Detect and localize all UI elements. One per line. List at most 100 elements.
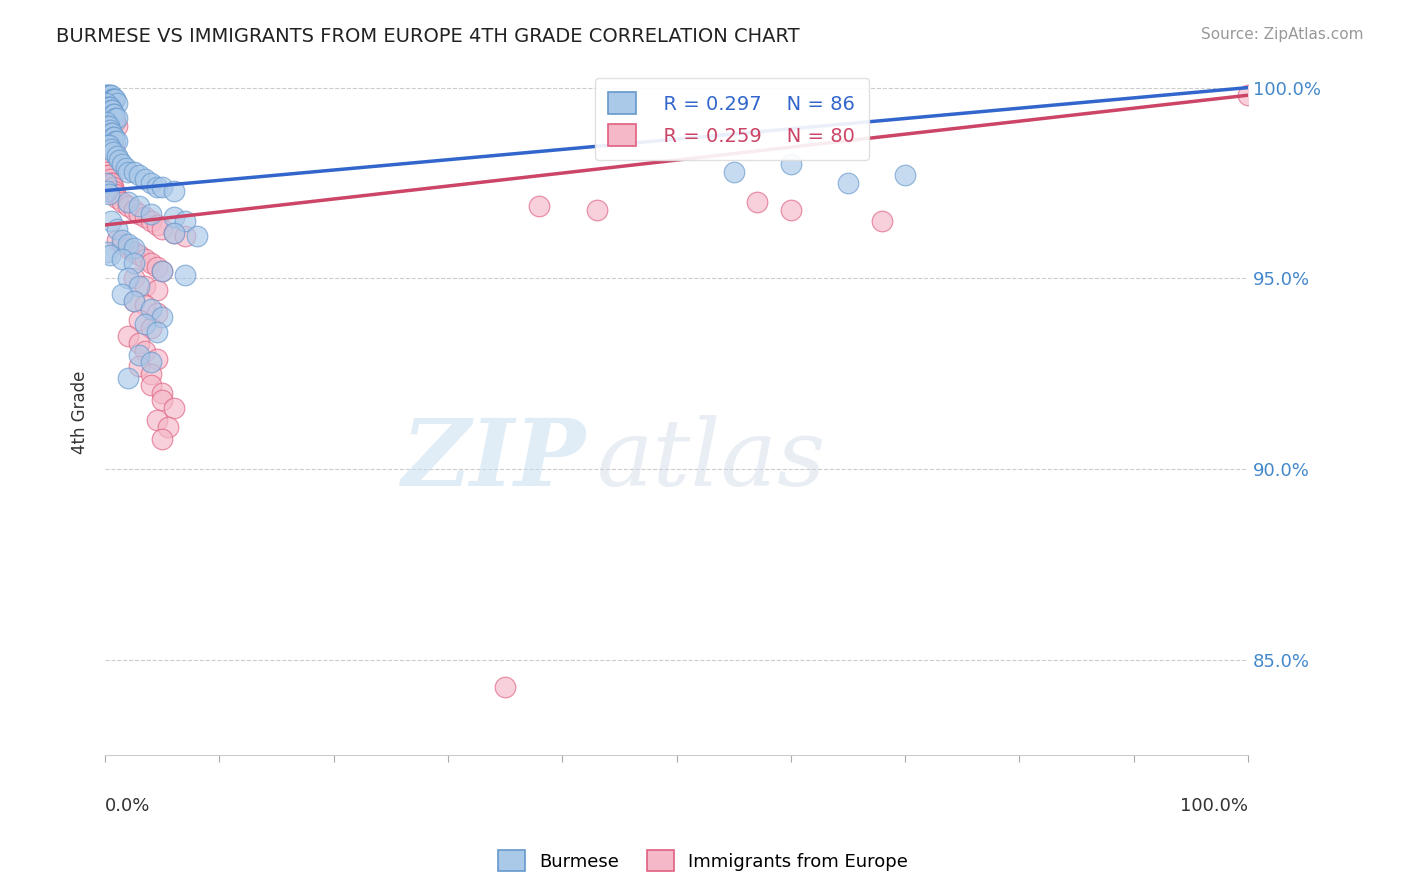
Point <box>117 199 139 213</box>
Point <box>100 214 122 228</box>
Point <box>145 412 167 426</box>
Point <box>104 92 127 106</box>
Point <box>103 115 125 129</box>
Point <box>97 127 120 141</box>
Point <box>139 301 162 316</box>
Point <box>585 202 607 217</box>
Point <box>96 176 118 190</box>
Point <box>145 306 167 320</box>
Point <box>96 88 118 103</box>
Point <box>101 127 124 141</box>
Point <box>111 252 134 267</box>
Point <box>100 88 122 103</box>
Point <box>96 95 118 110</box>
Point <box>122 294 145 309</box>
Point <box>122 241 145 255</box>
Point <box>128 359 150 373</box>
Point <box>134 343 156 358</box>
Point <box>100 127 122 141</box>
Point <box>163 226 186 240</box>
Point <box>100 134 122 148</box>
Point <box>150 264 173 278</box>
Point <box>96 127 118 141</box>
Point <box>122 202 145 217</box>
Point <box>96 137 118 152</box>
Point <box>105 149 128 163</box>
Point <box>114 161 136 175</box>
Point <box>150 393 173 408</box>
Point <box>117 271 139 285</box>
Point <box>105 134 128 148</box>
Point <box>103 130 125 145</box>
Point <box>139 321 162 335</box>
Point <box>104 134 127 148</box>
Point <box>139 206 162 220</box>
Point <box>111 286 134 301</box>
Point <box>779 157 801 171</box>
Point <box>100 142 122 156</box>
Point <box>139 176 162 190</box>
Point <box>128 169 150 183</box>
Point <box>97 88 120 103</box>
Point <box>745 195 768 210</box>
Point <box>97 100 120 114</box>
Point <box>108 153 131 167</box>
Point <box>98 103 121 118</box>
Point <box>101 103 124 118</box>
Point <box>134 317 156 331</box>
Point <box>134 279 156 293</box>
Point <box>103 92 125 106</box>
Point <box>122 294 145 309</box>
Point <box>117 370 139 384</box>
Point <box>101 176 124 190</box>
Point <box>96 244 118 259</box>
Point <box>145 283 167 297</box>
Point <box>894 169 917 183</box>
Point <box>150 221 173 235</box>
Text: ZIP: ZIP <box>401 415 585 505</box>
Point <box>98 100 121 114</box>
Point <box>96 142 118 156</box>
Legend:   R = 0.297    N = 86,   R = 0.259    N = 80: R = 0.297 N = 86, R = 0.259 N = 80 <box>595 78 869 160</box>
Point <box>111 237 134 252</box>
Point <box>97 187 120 202</box>
Point <box>100 103 122 118</box>
Point <box>157 420 180 434</box>
Point <box>104 111 127 125</box>
Point <box>134 252 156 267</box>
Point <box>174 214 197 228</box>
Point <box>145 218 167 232</box>
Point <box>96 88 118 103</box>
Text: Source: ZipAtlas.com: Source: ZipAtlas.com <box>1201 27 1364 42</box>
Point <box>97 137 120 152</box>
Point <box>117 164 139 178</box>
Point <box>98 122 121 136</box>
Point <box>529 199 551 213</box>
Point <box>100 176 122 190</box>
Point <box>174 268 197 282</box>
Point <box>96 164 118 178</box>
Point <box>150 310 173 324</box>
Point <box>139 367 162 381</box>
Point <box>103 184 125 198</box>
Point <box>105 233 128 247</box>
Point <box>96 184 118 198</box>
Point <box>186 229 208 244</box>
Point <box>105 95 128 110</box>
Point <box>163 184 186 198</box>
Point <box>96 115 118 129</box>
Point <box>128 199 150 213</box>
Point <box>117 237 139 252</box>
Point <box>779 202 801 217</box>
Point <box>163 401 186 416</box>
Point <box>96 122 118 136</box>
Point <box>134 211 156 225</box>
Point <box>103 111 125 125</box>
Point <box>150 432 173 446</box>
Point <box>145 325 167 339</box>
Point <box>96 169 118 183</box>
Point <box>111 195 134 210</box>
Point <box>104 115 127 129</box>
Text: BURMESE VS IMMIGRANTS FROM EUROPE 4TH GRADE CORRELATION CHART: BURMESE VS IMMIGRANTS FROM EUROPE 4TH GR… <box>56 27 800 45</box>
Point <box>103 137 125 152</box>
